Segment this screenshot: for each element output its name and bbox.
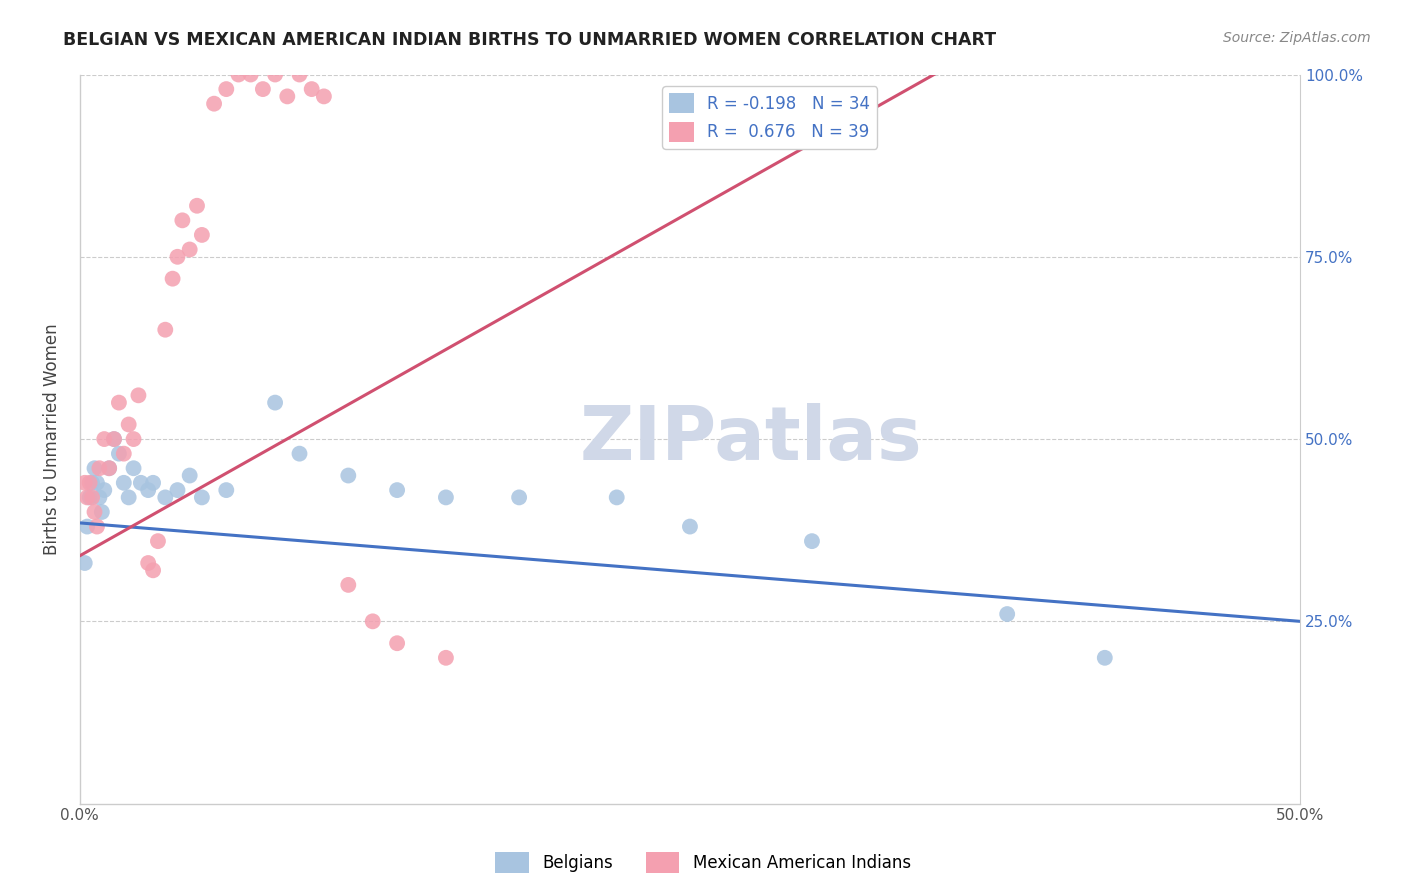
Point [312, 89, 335, 103]
Point [434, 491, 457, 505]
Point [252, 82, 274, 96]
Point [129, 475, 152, 490]
Point [288, 68, 311, 82]
Point [103, 432, 125, 446]
Text: BELGIAN VS MEXICAN AMERICAN INDIAN BIRTHS TO UNMARRIED WOMEN CORRELATION CHART: BELGIAN VS MEXICAN AMERICAN INDIAN BIRTH… [63, 31, 997, 49]
Point [166, 250, 188, 264]
Point [239, 68, 262, 82]
Point [264, 68, 287, 82]
Point [76, 491, 98, 505]
Point [179, 243, 201, 257]
Point [80, 475, 103, 490]
Point [434, 650, 457, 665]
Point [118, 417, 141, 432]
Point [112, 447, 135, 461]
Point [108, 395, 131, 409]
Point [146, 534, 169, 549]
Point [108, 447, 131, 461]
Point [385, 483, 408, 497]
Point [98, 461, 121, 475]
Point [800, 534, 823, 549]
Point [162, 271, 184, 285]
Text: ZIPatlas: ZIPatlas [579, 402, 922, 475]
Point [166, 483, 188, 497]
Point [136, 556, 159, 570]
Point [337, 468, 360, 483]
Point [337, 578, 360, 592]
Point [679, 519, 702, 533]
Point [179, 468, 201, 483]
Point [89, 491, 111, 505]
Point [995, 607, 1018, 621]
Point [118, 491, 141, 505]
Point [122, 432, 145, 446]
Point [155, 323, 177, 337]
Text: Source: ZipAtlas.com: Source: ZipAtlas.com [1223, 31, 1371, 45]
Point [86, 475, 108, 490]
Point [76, 519, 98, 533]
Point [127, 388, 149, 402]
Point [93, 432, 115, 446]
Point [288, 447, 311, 461]
Y-axis label: Births to Unmarried Women: Births to Unmarried Women [44, 323, 60, 555]
Point [80, 491, 103, 505]
Legend: Belgians, Mexican American Indians: Belgians, Mexican American Indians [488, 846, 918, 880]
Point [142, 475, 165, 490]
Point [215, 483, 238, 497]
Point [142, 563, 165, 577]
Point [202, 96, 225, 111]
Point [191, 491, 214, 505]
Point [73, 556, 96, 570]
Point [89, 461, 111, 475]
Point [98, 461, 121, 475]
Legend: R = -0.198   N = 34, R =  0.676   N = 39: R = -0.198 N = 34, R = 0.676 N = 39 [662, 87, 877, 149]
Point [155, 491, 177, 505]
Point [73, 475, 96, 490]
Point [79, 491, 101, 505]
Point [186, 199, 208, 213]
Point [276, 89, 298, 103]
Point [215, 82, 238, 96]
Point [606, 491, 628, 505]
Point [264, 395, 287, 409]
Point [301, 82, 323, 96]
Point [83, 461, 105, 475]
Point [79, 475, 101, 490]
Point [86, 519, 108, 533]
Point [93, 483, 115, 497]
Point [191, 227, 214, 242]
Point [172, 213, 194, 227]
Point [136, 483, 159, 497]
Point [228, 68, 250, 82]
Point [361, 615, 384, 629]
Point [83, 505, 105, 519]
Point [508, 491, 530, 505]
Point [1094, 650, 1116, 665]
Point [112, 475, 135, 490]
Point [103, 432, 125, 446]
Point [90, 505, 112, 519]
Point [122, 461, 145, 475]
Point [385, 636, 408, 650]
